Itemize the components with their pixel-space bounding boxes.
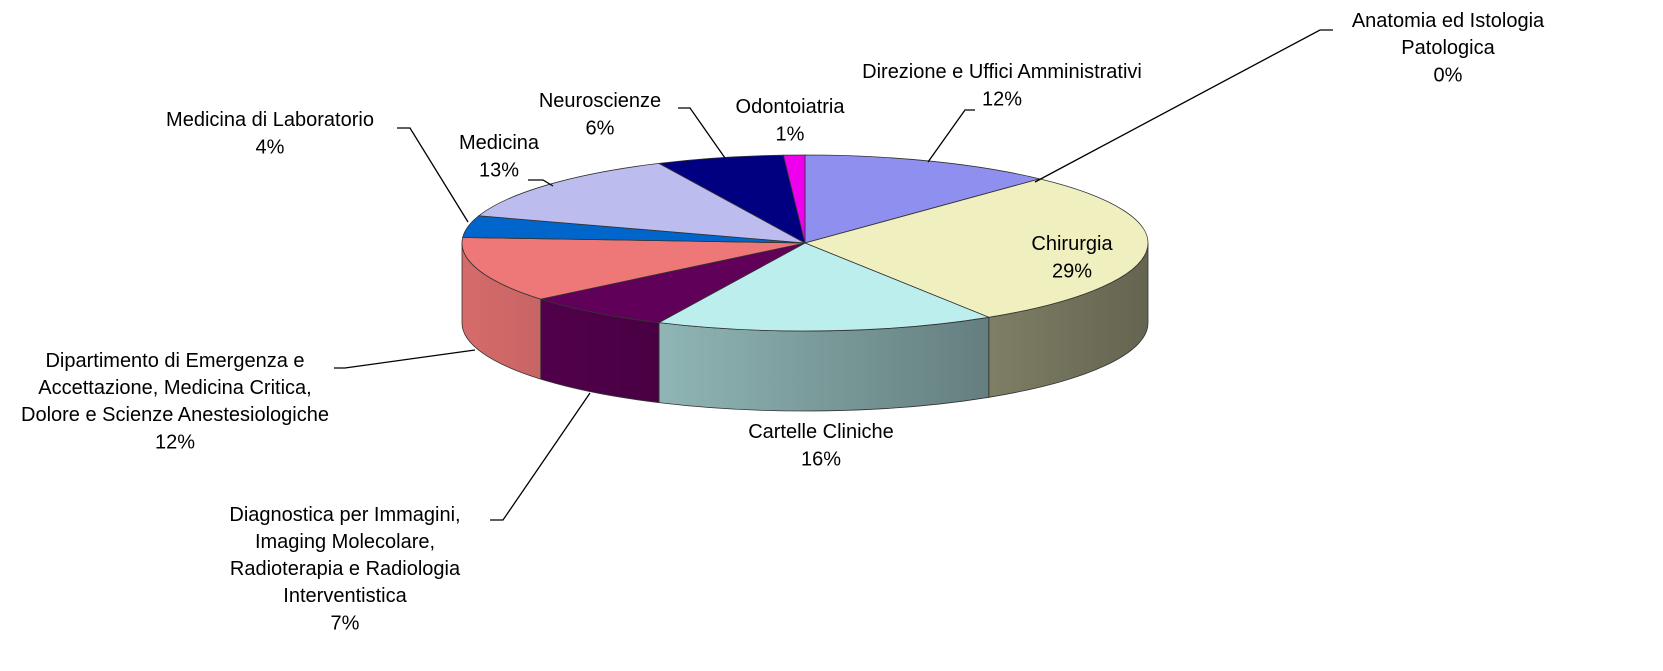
category-label: Direzione e Uffici Amministrativi <box>862 61 1142 83</box>
slice <box>461 237 806 300</box>
value-label: 7% <box>331 612 360 634</box>
leader-line <box>397 127 469 223</box>
labels: Direzione e Uffici Amministrativi 12% Anat… <box>21 10 1545 634</box>
category-label: Neuroscienze <box>539 90 661 112</box>
category-label: Cartelle Cliniche <box>748 421 894 443</box>
slice <box>657 154 806 244</box>
value-label: 0% <box>1434 64 1463 86</box>
value-label: 6% <box>586 117 615 139</box>
value-label: 13% <box>479 159 519 181</box>
category-label: Diagnostica per Immagini, Imaging Molecol… <box>229 504 461 607</box>
category-label: Medicina <box>459 132 540 154</box>
value-label: 4% <box>256 136 285 158</box>
value-label: 12% <box>155 431 195 453</box>
slice <box>657 242 991 332</box>
slice <box>803 178 1149 318</box>
category-label: Chirurgia <box>1031 233 1113 255</box>
leader-line <box>1034 29 1333 183</box>
pie-tops <box>461 154 1149 332</box>
value-label: 16% <box>801 448 841 470</box>
leader-line <box>678 107 726 159</box>
value-label: 12% <box>982 88 1022 110</box>
slice <box>477 162 806 244</box>
leader-line <box>334 349 476 369</box>
pie-sides <box>461 242 1149 412</box>
leader-line <box>490 392 591 521</box>
slice <box>782 154 806 244</box>
leader-line <box>927 109 975 163</box>
slice <box>804 154 1040 244</box>
slice <box>539 242 806 324</box>
value-label: 1% <box>776 123 805 145</box>
category-label: Medicina di Laboratorio <box>166 109 374 131</box>
category-label: Odontoiatria <box>736 96 846 118</box>
slice-side <box>658 316 990 412</box>
leader-line <box>528 179 554 187</box>
category-label: Dipartimento di Emergenza e Accettazione,… <box>21 350 329 426</box>
value-label: 29% <box>1052 260 1092 282</box>
category-label: Anatomia ed Istologia Patologica <box>1352 10 1545 59</box>
